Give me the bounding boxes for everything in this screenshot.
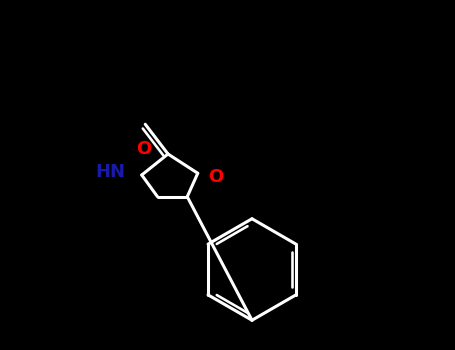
Text: O: O xyxy=(136,140,151,158)
Text: HN: HN xyxy=(95,163,125,181)
Text: O: O xyxy=(208,168,223,186)
